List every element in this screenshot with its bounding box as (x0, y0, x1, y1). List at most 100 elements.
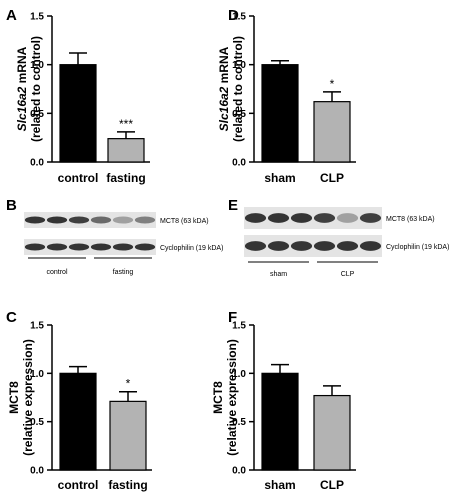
y-tick-label: 1.0 (30, 60, 44, 71)
x-tick-label: CLP (320, 171, 344, 185)
x-tick-label: fasting (108, 478, 147, 492)
y-axis-label-part: MCT8 (7, 381, 21, 414)
significance-marker: * (330, 77, 335, 91)
y-axis-label-part: MCT8 (211, 381, 225, 414)
y-tick-label: 1.0 (30, 369, 44, 380)
x-tick-label: sham (264, 171, 295, 185)
bar-fasting (107, 138, 145, 163)
significance-marker: *** (119, 117, 133, 131)
x-tick-label: fasting (106, 171, 145, 185)
group-label: sham (270, 271, 287, 278)
y-axis-label-line: Slc16a2 mRNA (217, 46, 231, 131)
mct8-band (313, 213, 336, 223)
cyclophilin-membrane (244, 235, 382, 257)
group-label: CLP (341, 271, 355, 278)
y-tick-label: 0.5 (232, 417, 246, 428)
y-axis-label-part: mRNA (217, 46, 231, 86)
cyclophilin-band (267, 241, 290, 251)
bar-CLP (313, 394, 351, 471)
bar-control (59, 372, 97, 471)
mct8-band (112, 216, 134, 224)
y-axis-label-part: mRNA (15, 46, 29, 86)
x-tick-label: control (58, 478, 99, 492)
x-tick-label: CLP (320, 478, 344, 492)
panel-letter-f: F (228, 309, 237, 326)
y-tick-label: 1.0 (232, 369, 246, 380)
y-tick-label: 0.0 (30, 466, 44, 477)
y-axis-label-line: (relative expression) (21, 339, 35, 456)
western-blot-b: MCT8 (63 kDA) Cyclophilin (19 kDA) control… (24, 212, 223, 276)
cyclophilin-band (112, 243, 134, 251)
y-axis-label-part: (related to control) (29, 36, 43, 142)
x-tick-label: control (58, 171, 99, 185)
y-axis-label-part: (relative expression) (21, 339, 35, 456)
blot-band-label: Cyclophilin (19 kDA) (386, 244, 449, 251)
cyclophilin-band (290, 241, 313, 251)
panel-letter-a: A (6, 7, 17, 24)
y-axis-label-line: (related to control) (231, 36, 245, 142)
group-label: fasting (113, 269, 134, 276)
chart-c: 0.0 0.5 1.0 1.5 control * fasting MCT8(relative… (7, 321, 152, 492)
y-axis-label-part: (relative expression) (225, 339, 239, 456)
panel-letter-c: C (6, 309, 17, 326)
panel-letter-e: E (228, 197, 238, 214)
mct8-band (336, 213, 359, 223)
y-tick-label: 1.5 (30, 321, 44, 332)
group-label: control (46, 269, 67, 276)
blot-band-label: Cyclophilin (19 kDA) (160, 245, 223, 252)
cyclophilin-band (134, 243, 156, 251)
y-axis-label-part: Slc16a2 (15, 86, 29, 131)
cyclophilin-band (336, 241, 359, 251)
cyclophilin-band (46, 243, 68, 251)
y-axis-label-part: Slc16a2 (217, 86, 231, 131)
y-tick-label: 1.0 (232, 60, 246, 71)
mct8-band (24, 216, 46, 224)
bar-sham (261, 372, 299, 471)
y-axis-label: Slc16a2 mRNA(related to control) (15, 36, 43, 142)
y-axis-label: Slc16a2 mRNA(related to control) (217, 36, 245, 142)
y-tick-label: 1.5 (232, 12, 246, 23)
panel-letter-d: D (228, 7, 239, 24)
y-tick-label: 0.0 (30, 158, 44, 169)
cyclophilin-band (90, 243, 112, 251)
y-axis-label-line: (relative expression) (225, 339, 239, 456)
y-tick-label: 0.0 (232, 466, 246, 477)
mct8-membrane (24, 212, 156, 228)
mct8-band (359, 213, 382, 223)
cyclophilin-band (68, 243, 90, 251)
y-tick-label: 0.5 (232, 109, 246, 120)
mct8-band (134, 216, 156, 224)
cyclophilin-band (359, 241, 382, 251)
significance-marker: * (126, 377, 131, 391)
cyclophilin-band (313, 241, 336, 251)
y-axis-label: MCT8(relative expression) (211, 339, 239, 456)
y-axis-label-line: Slc16a2 mRNA (15, 46, 29, 131)
mct8-band (244, 213, 267, 223)
y-axis-label-line: (related to control) (29, 36, 43, 142)
mct8-band (267, 213, 290, 223)
y-axis-label-line: MCT8 (7, 381, 21, 414)
blot-band-label: MCT8 (63 kDA) (386, 216, 435, 223)
y-tick-label: 1.5 (30, 12, 44, 23)
bar-control (59, 64, 97, 163)
blot-band-label: MCT8 (63 kDA) (160, 218, 209, 225)
bar-fasting (109, 400, 147, 471)
chart-f: 0.0 0.5 1.0 1.5 sham CLP MCT8(relative express… (211, 321, 356, 492)
cyclophilin-band (24, 243, 46, 251)
panel-letter-b: B (6, 197, 17, 214)
cyclophilin-band (244, 241, 267, 251)
cyclophilin-membrane (24, 239, 156, 255)
chart-a: 0.0 0.5 1.0 1.5 control *** fasting Slc16a2 mRN… (15, 12, 150, 185)
mct8-band (290, 213, 313, 223)
y-axis-label: MCT8(relative expression) (7, 339, 35, 456)
bar-CLP (313, 101, 351, 163)
mct8-band (90, 216, 112, 224)
y-axis-label-line: MCT8 (211, 381, 225, 414)
y-tick-label: 0.5 (30, 109, 44, 120)
bar-sham (261, 64, 299, 163)
x-tick-label: sham (264, 478, 295, 492)
mct8-band (46, 216, 68, 224)
western-blot-e: MCT8 (63 kDA) Cyclophilin (19 kDA) sham CLP (244, 207, 449, 278)
mct8-membrane (244, 207, 382, 229)
